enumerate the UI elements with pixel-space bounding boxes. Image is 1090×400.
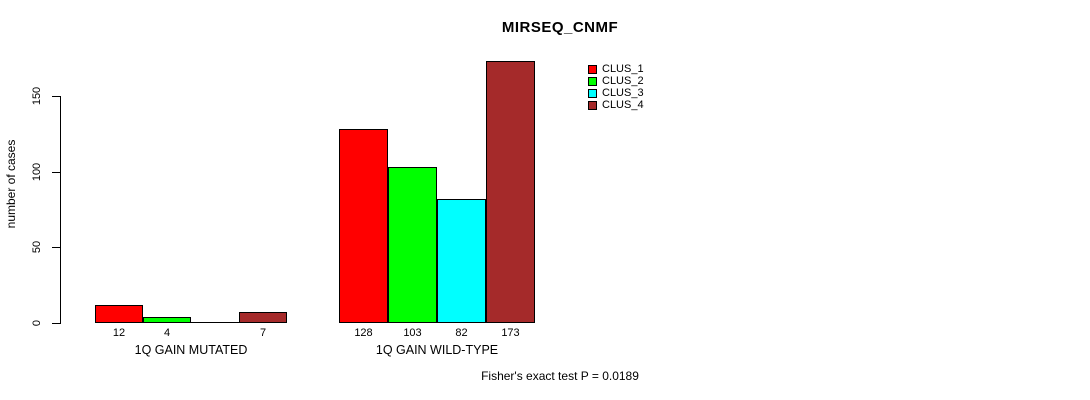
legend-swatch-icon [588, 88, 597, 98]
bar-value-label: 103 [403, 327, 422, 339]
y-axis-tick [52, 323, 61, 324]
chart-title: MIRSEQ_CNMF [501, 19, 619, 36]
bar-value-label: 4 [163, 327, 171, 339]
bar-clus_4-group1 [239, 312, 287, 323]
bar-value-label: 82 [455, 327, 468, 339]
legend: CLUS_1 CLUS_2 CLUS_3 CLUS_4 [588, 63, 644, 111]
footnote-pvalue: Fisher's exact test P = 0.0189 [481, 369, 639, 383]
y-axis-tick-label: 100 [31, 162, 43, 181]
bar-clus_4-group2 [486, 61, 535, 323]
y-axis-tick-label: 50 [31, 241, 43, 254]
bar-clus_1-group2 [339, 129, 388, 323]
y-axis-tick [52, 96, 61, 97]
bar-clus_1-group1 [95, 305, 143, 323]
legend-label: CLUS_4 [602, 99, 644, 111]
bar-value-label: 128 [354, 327, 373, 339]
bar-value-label: 12 [112, 327, 126, 339]
legend-swatch-icon [588, 100, 597, 110]
legend-item-clus_1: CLUS_1 [588, 63, 644, 75]
y-axis-line [60, 96, 61, 324]
bar-clus_3-group2 [437, 199, 486, 323]
y-axis-tick [52, 247, 61, 249]
x-axis-group-label: 1Q GAIN MUTATED [134, 343, 248, 357]
bar-value-label: 7 [259, 327, 267, 339]
y-axis-tick-label: 0 [31, 319, 43, 327]
legend-item-clus_3: CLUS_3 [588, 87, 644, 99]
x-axis-group-label: 1Q GAIN WILD-TYPE [375, 343, 499, 357]
y-axis-label: number of cases [4, 139, 18, 229]
legend-label: CLUS_1 [602, 63, 644, 75]
bar-clus_3-group1 [191, 322, 239, 323]
legend-label: CLUS_2 [602, 75, 644, 87]
bar-clus_2-group2 [388, 167, 437, 323]
legend-item-clus_4: CLUS_4 [588, 99, 644, 111]
legend-swatch-icon [588, 64, 597, 74]
y-axis-tick-label: 150 [31, 86, 43, 106]
bar-value-label: 173 [501, 327, 520, 339]
y-axis-tick [52, 171, 61, 173]
bar-clus_2-group1 [143, 317, 191, 323]
legend-item-clus_2: CLUS_2 [588, 75, 644, 87]
legend-swatch-icon [588, 76, 597, 86]
legend-label: CLUS_3 [602, 87, 644, 99]
